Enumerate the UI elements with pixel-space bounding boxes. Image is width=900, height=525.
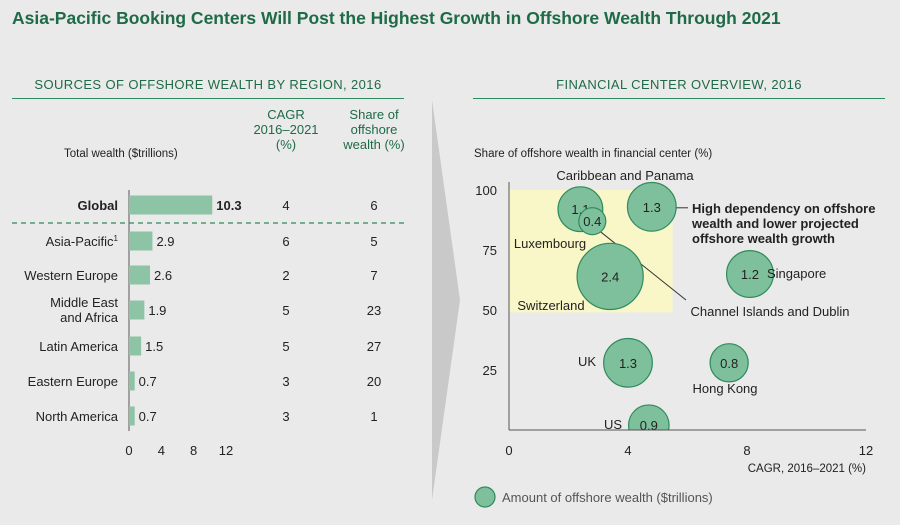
bubble (725, 250, 774, 298)
bar-x-tick-label: 4 (158, 443, 165, 458)
bar-category-label: Latin America (39, 339, 119, 354)
bubble-name-label: Caribbean and Panama (556, 168, 694, 183)
bar-value-label: 2.9 (156, 234, 174, 249)
cagr-value: 5 (282, 303, 289, 318)
scatter-y-axis-title: Share of offshore wealth in financial ce… (474, 148, 713, 160)
cagr-column-header: CAGR 2016–2021 (%) (253, 107, 319, 152)
bubble-name-label: Switzerland (517, 298, 584, 313)
scatter-y-tick-label: 75 (483, 243, 497, 258)
scatter-y-tick-label: 50 (483, 303, 497, 318)
cagr-value: 5 (282, 339, 289, 354)
bar-category-label: Asia-Pacific1 (46, 234, 119, 249)
legend-bubble-icon (474, 486, 496, 508)
legend-label: Amount of offshore wealth ($trillions) (502, 490, 713, 505)
scatter-x-tick-label: 8 (743, 443, 750, 458)
bar-value-label: 1.5 (145, 339, 163, 354)
bubble-name-label: Singapore (767, 266, 826, 281)
scatter-x-axis-title: CAGR, 2016–2021 (%) (748, 463, 866, 475)
share-value: 5 (370, 234, 377, 249)
bar (129, 336, 142, 356)
bubble-name-label: UK (578, 354, 596, 369)
bar-x-tick-label: 8 (190, 443, 197, 458)
bubble-value-label: 0.9 (640, 418, 658, 433)
bar-value-label: 0.7 (139, 409, 157, 424)
share-value: 23 (367, 303, 381, 318)
scatter-x-tick-label: 0 (505, 443, 512, 458)
bar-category-label: Middle East (50, 295, 118, 310)
left-section-heading: SOURCES OF OFFSHORE WEALTH BY REGION, 20… (34, 77, 382, 92)
bubble (709, 343, 749, 383)
bubble (627, 404, 670, 430)
bubble (603, 337, 653, 388)
share-value: 27 (367, 339, 381, 354)
bar-category-label: Eastern Europe (28, 374, 118, 389)
cagr-value: 2 (282, 268, 289, 283)
cagr-value: 3 (282, 409, 289, 424)
bubble-value-label: 0.8 (720, 356, 738, 371)
bubble-name-label: US (604, 417, 622, 432)
bar-x-tick-label: 12 (219, 443, 233, 458)
bar-category-label: North America (36, 409, 119, 424)
cagr-value: 6 (282, 234, 289, 249)
share-value: 1 (370, 409, 377, 424)
bubble-name-label: Hong Kong (692, 381, 757, 396)
bubble-value-label: 1.3 (619, 356, 637, 371)
bar-value-label: 1.9 (148, 303, 166, 318)
bar-category-label: Global (78, 198, 118, 213)
scatter-y-tick-label: 100 (475, 183, 497, 198)
scatter-x-tick-label: 4 (624, 443, 631, 458)
right-heading-rule (473, 98, 885, 99)
bar (129, 300, 145, 320)
cagr-value: 4 (282, 198, 289, 213)
transition-arrow (432, 100, 460, 500)
share-value: 7 (370, 268, 377, 283)
bubble (578, 207, 607, 236)
left-heading-rule (12, 98, 404, 99)
total-wealth-label: Total wealth ($trillions) (64, 148, 178, 160)
bar-value-label: 10.3 (216, 198, 241, 213)
bar (129, 265, 151, 285)
share-column-header: Share of offshore wealth (%) (343, 107, 405, 152)
scatter-y-tick-label: 25 (483, 363, 497, 378)
highlight-annotation: offshore wealth growth (692, 231, 835, 246)
bubble-value-label: 2.4 (601, 269, 619, 284)
bubble-name-label: Channel Islands and Dublin (691, 304, 850, 319)
bar-x-tick-label: 0 (125, 443, 132, 458)
bar (129, 231, 153, 251)
page-title: Asia-Pacific Booking Centers Will Post t… (12, 8, 781, 28)
bar-value-label: 2.6 (154, 268, 172, 283)
bubble-name-label: Luxembourg (514, 236, 586, 251)
bubble (576, 242, 644, 311)
bubble-value-label: 0.4 (583, 214, 601, 229)
share-value: 6 (370, 198, 377, 213)
highlight-annotation: High dependency on offshore (692, 201, 875, 216)
cagr-value: 3 (282, 374, 289, 389)
bubble (626, 181, 677, 232)
bar (129, 371, 135, 391)
bar-category-label: Western Europe (24, 268, 118, 283)
bubble-value-label: 1.2 (741, 267, 759, 282)
bar (129, 406, 135, 426)
bar-value-label: 0.7 (139, 374, 157, 389)
scatter-x-tick-label: 12 (859, 443, 873, 458)
bar-category-label: and Africa (60, 310, 119, 325)
highlight-annotation: wealth and lower projected (691, 216, 859, 231)
share-value: 20 (367, 374, 381, 389)
bar (129, 195, 213, 215)
right-section-heading: FINANCIAL CENTER OVERVIEW, 2016 (556, 77, 802, 92)
bubble-value-label: 1.3 (643, 200, 661, 215)
